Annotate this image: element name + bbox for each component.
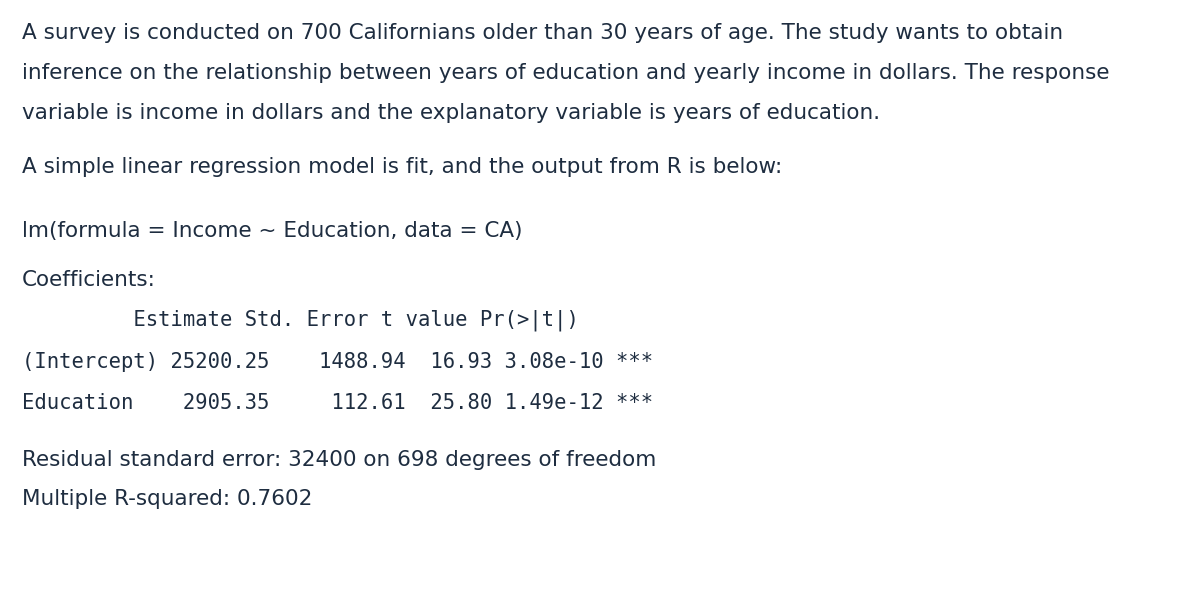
Text: A simple linear regression model is fit, and the output from R is below:: A simple linear regression model is fit,… (22, 157, 782, 176)
Text: inference on the relationship between years of education and yearly income in do: inference on the relationship between ye… (22, 63, 1109, 83)
Text: Coefficients:: Coefficients: (22, 270, 156, 290)
Text: Estimate Std. Error t value Pr(>|t|): Estimate Std. Error t value Pr(>|t|) (22, 309, 578, 331)
Text: lm(formula = Income ~ Education, data = CA): lm(formula = Income ~ Education, data = … (22, 221, 522, 241)
Text: A survey is conducted on 700 Californians older than 30 years of age. The study : A survey is conducted on 700 Californian… (22, 23, 1063, 42)
Text: variable is income in dollars and the explanatory variable is years of education: variable is income in dollars and the ex… (22, 103, 880, 123)
Text: Education    2905.35     112.61  25.80 1.49e-12 ***: Education 2905.35 112.61 25.80 1.49e-12 … (22, 393, 653, 413)
Text: (Intercept) 25200.25    1488.94  16.93 3.08e-10 ***: (Intercept) 25200.25 1488.94 16.93 3.08e… (22, 352, 653, 371)
Text: Multiple R-squared: 0.7602: Multiple R-squared: 0.7602 (22, 489, 312, 509)
Text: Residual standard error: 32400 on 698 degrees of freedom: Residual standard error: 32400 on 698 de… (22, 450, 656, 470)
